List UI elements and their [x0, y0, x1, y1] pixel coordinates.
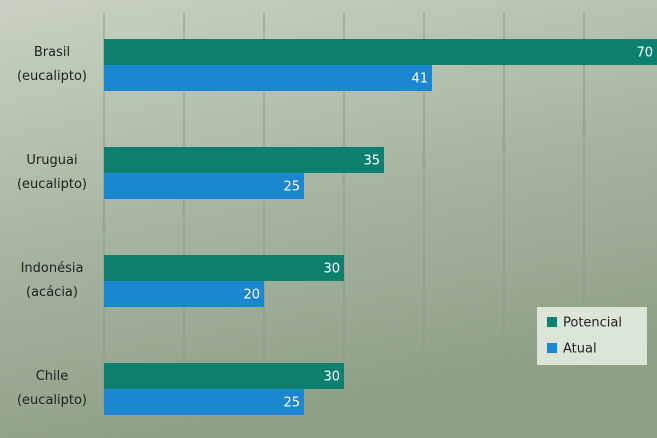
- bar: [104, 389, 304, 415]
- value-label: 25: [283, 180, 300, 195]
- value-label: 70: [636, 46, 653, 61]
- value-label: 20: [243, 288, 260, 303]
- category-label: Chile (eucalipto): [16, 369, 88, 408]
- bar: [104, 65, 432, 91]
- bar: [104, 281, 264, 307]
- legend-label: Atual: [563, 342, 597, 357]
- category-label-box: Chile (eucalipto): [16, 369, 88, 408]
- category-label-box: Uruguai (eucalipto): [16, 153, 88, 192]
- value-label: 41: [411, 72, 428, 87]
- bar: [104, 173, 304, 199]
- category-label-box: Brasil (eucalipto): [16, 45, 88, 84]
- bar: [104, 255, 344, 281]
- legend-label: Potencial: [563, 316, 622, 331]
- value-label: 30: [323, 262, 340, 277]
- value-label: 35: [363, 154, 380, 169]
- bar: [104, 363, 344, 389]
- legend-swatch: [547, 317, 557, 327]
- legend-swatch: [547, 343, 557, 353]
- value-label: 25: [283, 396, 300, 411]
- category-label: Uruguai (eucalipto): [16, 153, 88, 192]
- category-label: Brasil (eucalipto): [16, 45, 88, 84]
- bar: [104, 147, 384, 173]
- category-label: Indonésia (acácia): [20, 261, 84, 300]
- value-label: 30: [323, 370, 340, 385]
- bar: [104, 39, 657, 65]
- category-label-box: Indonésia (acácia): [20, 261, 84, 300]
- legend-box: [537, 307, 647, 365]
